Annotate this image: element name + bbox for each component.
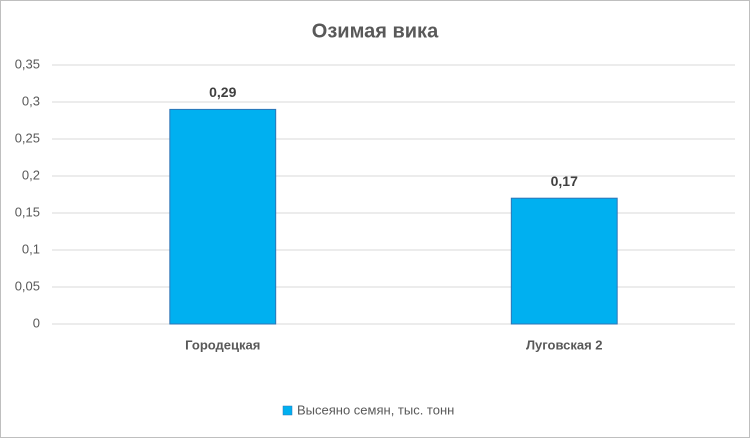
x-tick-label: Городецкая [185, 337, 260, 352]
y-tick-label: 0,05 [15, 278, 40, 293]
y-tick-label: 0 [33, 315, 40, 330]
legend-label: Высеяно семян, тыс. тонн [297, 402, 454, 417]
bar [169, 108, 277, 325]
y-tick-label: 0,35 [15, 56, 40, 71]
x-tick-label: Луговская 2 [526, 337, 603, 352]
legend-swatch [282, 405, 293, 416]
y-tick-label: 0,2 [22, 167, 40, 182]
data-label: 0,29 [209, 84, 236, 100]
data-label: 0,17 [551, 173, 578, 189]
y-tick-label: 0,25 [15, 130, 40, 145]
chart-title: Озимая вика [312, 20, 439, 42]
y-tick-label: 0,1 [22, 241, 40, 256]
y-tick-label: 0,3 [22, 93, 40, 108]
y-tick-label: 0,15 [15, 204, 40, 219]
bar [510, 197, 618, 325]
